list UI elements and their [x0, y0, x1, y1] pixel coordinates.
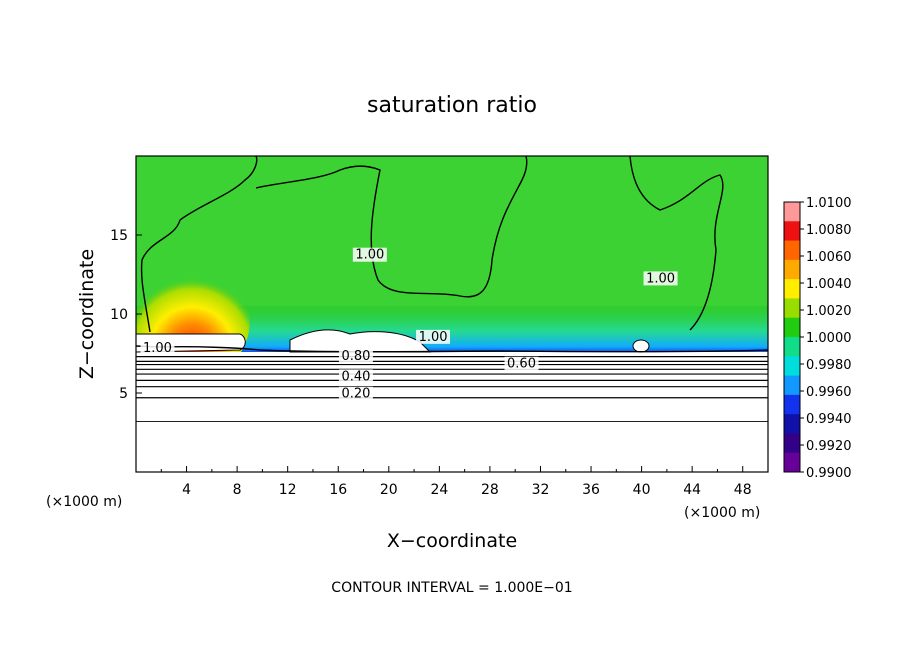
x-unit-left: (×1000 m) [46, 494, 122, 510]
contour-label: 0.80 [341, 349, 370, 364]
colorbar-label: 0.9920 [806, 439, 852, 454]
x-tick-label: 28 [481, 482, 499, 498]
x-tick-label: 32 [532, 482, 550, 498]
contour-label-bg [140, 340, 175, 355]
x-unit-right: (×1000 m) [684, 505, 760, 521]
contour-1.00-left [136, 345, 768, 353]
contour-label-bg [416, 329, 451, 344]
contour-label: 1.00 [355, 248, 384, 263]
horizontal-contours [136, 356, 768, 422]
colorbar-label: 0.9960 [806, 385, 852, 400]
x-tick-label: 36 [582, 482, 600, 498]
contour-label: 0.40 [341, 369, 370, 384]
contour-interval-note: CONTOUR INTERVAL = 1.000E−01 [331, 580, 572, 596]
colorbar-label: 1.0060 [806, 250, 852, 265]
colorbar-swatch [784, 279, 800, 299]
colorbar-swatch [784, 375, 800, 396]
dry-layer [136, 352, 768, 472]
colorbar-label: 1.0100 [806, 196, 852, 211]
contour-label-bg [338, 386, 373, 401]
y-axis-label: Z−coordinate [76, 249, 98, 379]
chart-title: saturation ratio [367, 93, 537, 118]
contour-label: 1.00 [646, 271, 675, 286]
colorbar-label: 1.0080 [806, 223, 852, 238]
colorbar-label: 0.9980 [806, 358, 852, 373]
colorbar-swatch [784, 356, 800, 377]
x-tick-label: 20 [380, 482, 398, 498]
x-tick-label: 12 [279, 482, 297, 498]
cloud-region-right [632, 339, 650, 353]
x-tick-label: 16 [329, 482, 347, 498]
y-tick-label: 10 [110, 307, 128, 323]
contour-label-bg [352, 247, 387, 262]
x-tick-label: 44 [683, 482, 701, 498]
contour-1.00-upper-left [140, 156, 258, 333]
contour-1.00-mid [255, 156, 528, 298]
y-axis: 5 10 15 [110, 228, 142, 402]
contour-label-bg [338, 369, 373, 384]
colorbar-swatch [784, 452, 800, 473]
contour-labels: 1.00 0.80 0.40 0.20 0.60 1.00 1.00 1.00 [140, 247, 678, 402]
contour-label-bg [643, 271, 678, 286]
colorbar-swatch [784, 414, 800, 434]
colorbar-swatch [784, 221, 800, 242]
y-tick-label: 15 [110, 228, 128, 244]
colorbar-swatch [784, 259, 800, 280]
contour-label-bg [338, 348, 373, 363]
x-tick-label: 48 [734, 482, 752, 498]
colorbar-swatch [784, 394, 800, 415]
contour-label-bg [504, 356, 539, 371]
colorbar-swatch [784, 240, 800, 261]
contour-label: 1.00 [419, 330, 448, 345]
x-tick-label: 8 [233, 482, 242, 498]
x-tick-label: 40 [633, 482, 651, 498]
x-tick-label: 24 [430, 482, 448, 498]
colorbar-swatch [784, 202, 800, 222]
colorbar-label: 1.0000 [806, 331, 852, 346]
colorbar-swatch [784, 337, 800, 357]
colorbar-label: 1.0040 [806, 277, 852, 292]
colorbar-label: 0.9900 [806, 466, 852, 481]
colorbar-label: 1.0020 [806, 304, 852, 319]
x-axis-label: X−coordinate [387, 530, 517, 552]
contour-label: 0.60 [507, 357, 536, 372]
colorbar-label: 0.9940 [806, 412, 852, 427]
colorbar-swatch [784, 317, 800, 338]
x-axis: 4 8 12 16 20 24 28 32 36 40 44 48 [160, 466, 752, 498]
contour-label: 0.20 [341, 387, 370, 402]
contour-1.00-right [629, 156, 724, 331]
heatmap-field [136, 156, 768, 472]
colorbar-swatch [784, 433, 800, 454]
contour-label: 1.00 [143, 341, 172, 356]
y-tick-label: 5 [119, 386, 128, 402]
x-tick-label: 4 [182, 482, 191, 498]
colorbar-swatch [784, 298, 800, 319]
colorbar: 1.0100 1.0080 1.0060 1.0040 1.0020 1.0000 0.99… [783, 196, 852, 481]
